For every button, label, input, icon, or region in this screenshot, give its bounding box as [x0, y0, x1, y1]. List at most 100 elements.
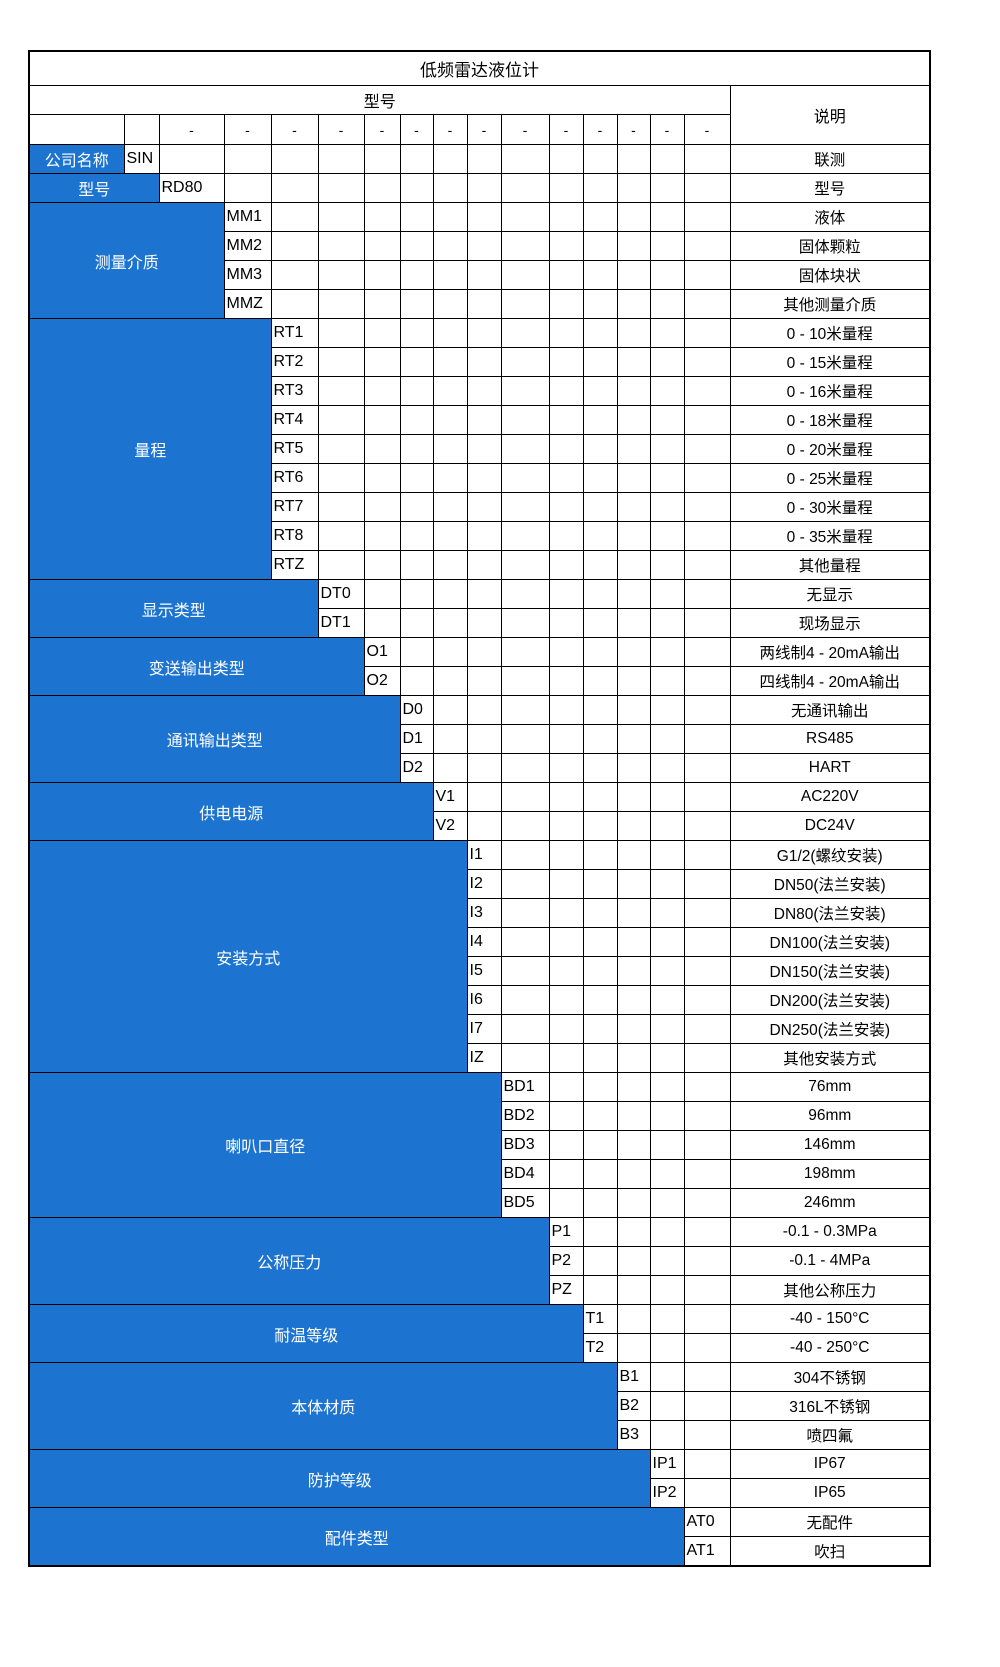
empty-cell — [683, 289, 731, 319]
empty-cell — [500, 956, 550, 986]
empty-cell — [466, 637, 502, 667]
empty-cell — [317, 521, 365, 551]
empty-cell — [616, 927, 651, 957]
desc-cell-RT8: 0 - 35米量程 — [729, 521, 931, 551]
empty-cell — [616, 550, 651, 580]
empty-cell — [363, 289, 401, 319]
empty-cell — [683, 1217, 731, 1247]
empty-cell — [649, 1391, 685, 1421]
empty-cell — [399, 144, 434, 174]
empty-cell — [466, 173, 502, 203]
desc-cell-IP2: IP65 — [729, 1478, 931, 1508]
empty-cell — [548, 231, 584, 261]
empty-cell — [582, 1246, 618, 1276]
dash-separator: - — [158, 114, 225, 145]
empty-cell — [649, 898, 685, 928]
empty-cell — [683, 782, 731, 812]
category-label-protection-rating: 防护等级 — [28, 1449, 651, 1508]
code-cell-O1: O1 — [363, 637, 401, 667]
category-label-communication-output-type: 通讯输出类型 — [28, 695, 401, 783]
empty-cell — [683, 1101, 731, 1131]
model-selection-table-wrap: 低频雷达液位计 型号 说明 - - - - - - - - - - - - - - 公司名称 SIN 联测 型号 RD80… — [28, 50, 931, 1567]
code-cell-BD3: BD3 — [500, 1130, 550, 1160]
empty-cell — [548, 695, 584, 725]
empty-cell — [548, 1072, 584, 1102]
desc-cell-DT1: 现场显示 — [729, 608, 931, 638]
table-body: 低频雷达液位计 型号 说明 - - - - - - - - - - - - - - 公司名称 SIN 联测 型号 RD80… — [28, 50, 931, 1567]
code-cell-RTZ: RTZ — [270, 550, 319, 580]
empty-cell — [317, 202, 365, 232]
empty-cell — [683, 811, 731, 841]
empty-cell — [399, 318, 434, 348]
empty-cell — [616, 1333, 651, 1363]
empty-cell — [432, 144, 468, 174]
empty-cell — [317, 376, 365, 406]
empty-cell — [500, 434, 550, 464]
empty-cell — [582, 1275, 618, 1305]
empty-cell — [432, 318, 468, 348]
empty-cell — [683, 1130, 731, 1160]
empty-cell — [548, 492, 584, 522]
empty-cell — [649, 289, 685, 319]
empty-cell — [683, 666, 731, 696]
code-cell-MM3: MM3 — [223, 260, 272, 290]
code-cell-BD1: BD1 — [500, 1072, 550, 1102]
empty-cell — [548, 202, 584, 232]
empty-cell — [616, 144, 651, 174]
empty-cell — [616, 1043, 651, 1073]
empty-cell — [500, 666, 550, 696]
empty-cell — [616, 869, 651, 899]
empty-cell — [432, 231, 468, 261]
empty-cell — [616, 666, 651, 696]
category-label-accessory-type: 配件类型 — [28, 1507, 685, 1567]
desc-cell-RTZ: 其他量程 — [729, 550, 931, 580]
model-selection-table: 低频雷达液位计 型号 说明 - - - - - - - - - - - - - - 公司名称 SIN 联测 型号 RD80… — [28, 50, 931, 1567]
desc-cell-MM2: 固体颗粒 — [729, 231, 931, 261]
empty-cell — [500, 231, 550, 261]
code-cell-D1: D1 — [399, 724, 434, 754]
empty-cell — [432, 434, 468, 464]
empty-cell — [466, 318, 502, 348]
desc-cell-IZ: 其他安装方式 — [729, 1043, 931, 1073]
empty-cell — [683, 1246, 731, 1276]
code-cell-RT2: RT2 — [270, 347, 319, 377]
empty-cell — [683, 579, 731, 609]
empty-cell — [466, 579, 502, 609]
empty-cell — [399, 376, 434, 406]
empty-cell — [399, 347, 434, 377]
empty-cell — [616, 811, 651, 841]
code-cell-BD4: BD4 — [500, 1159, 550, 1189]
empty-cell — [683, 405, 731, 435]
empty-cell — [649, 231, 685, 261]
empty-cell — [548, 579, 584, 609]
empty-cell — [548, 434, 584, 464]
empty-cell — [683, 144, 731, 174]
desc-cell-V1: AC220V — [729, 782, 931, 812]
empty-cell — [683, 898, 731, 928]
empty-cell — [158, 144, 225, 174]
empty-cell — [399, 666, 434, 696]
empty-cell — [683, 376, 731, 406]
empty-cell — [466, 463, 502, 493]
empty-cell — [123, 114, 160, 145]
category-label-model: 型号 — [28, 173, 160, 203]
empty-cell — [548, 1159, 584, 1189]
code-cell-IZ: IZ — [466, 1043, 502, 1073]
category-label-temperature-rating: 耐温等级 — [28, 1304, 584, 1363]
empty-cell — [683, 1072, 731, 1102]
empty-cell — [582, 898, 618, 928]
empty-cell — [683, 753, 731, 783]
empty-cell — [399, 405, 434, 435]
empty-cell — [363, 434, 401, 464]
empty-cell — [582, 1101, 618, 1131]
empty-cell — [649, 840, 685, 870]
empty-cell — [548, 608, 584, 638]
empty-cell — [548, 144, 584, 174]
empty-cell — [466, 434, 502, 464]
empty-cell — [432, 608, 468, 638]
empty-cell — [500, 608, 550, 638]
empty-cell — [399, 289, 434, 319]
empty-cell — [500, 579, 550, 609]
desc-cell-RT3: 0 - 16米量程 — [729, 376, 931, 406]
empty-cell — [649, 492, 685, 522]
